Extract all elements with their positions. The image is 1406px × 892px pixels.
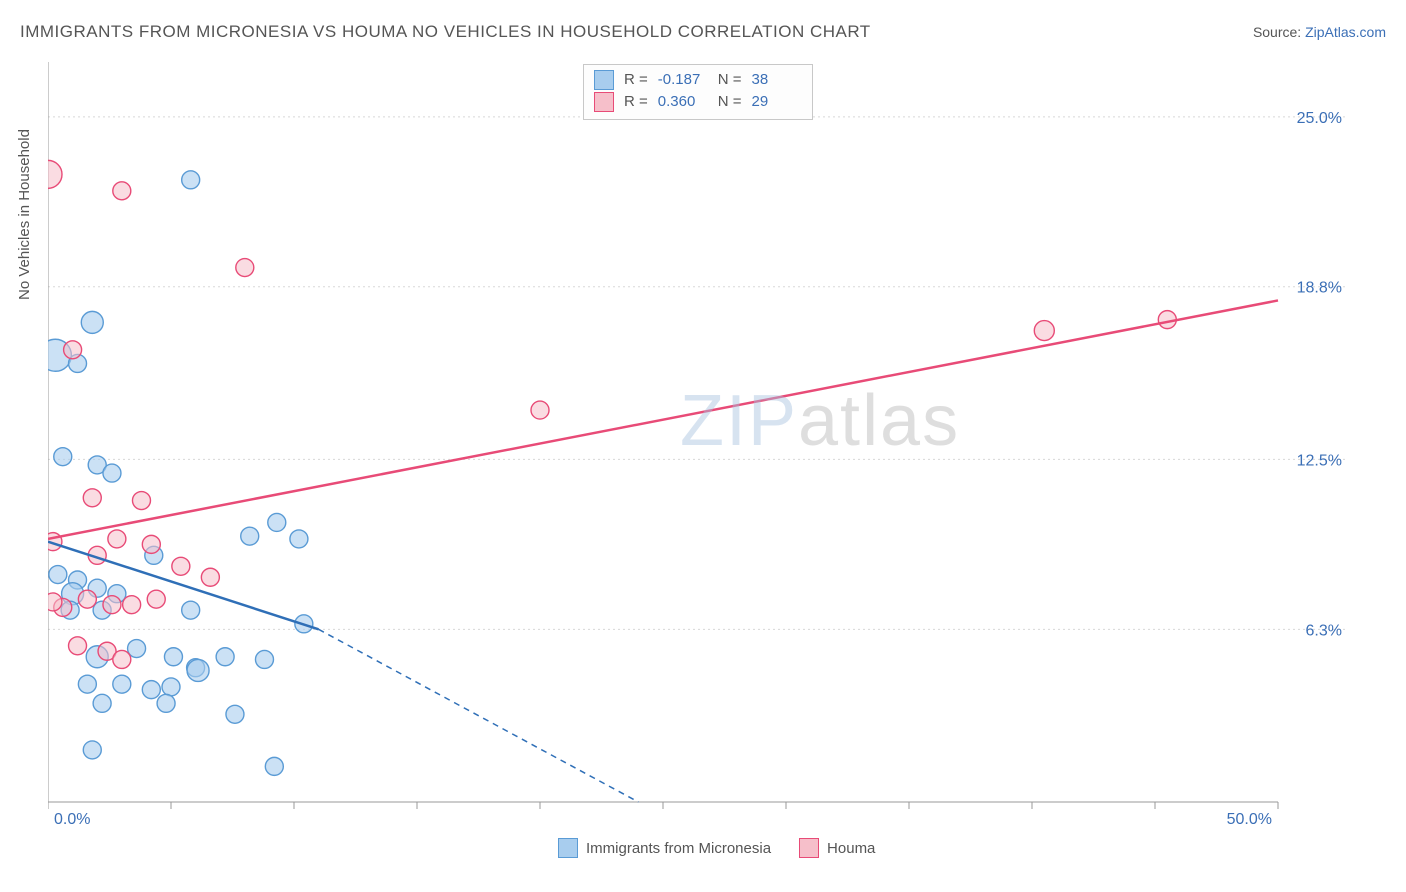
r-label: R = — [624, 91, 648, 113]
chart-area: 6.3% 12.5% 18.8% 25.0% 0.0% 50.0% R = -0.187 N … — [48, 62, 1348, 832]
legend-swatch — [558, 838, 578, 858]
bottom-legend: Immigrants from Micronesia Houma — [558, 838, 875, 858]
y-axis-label: No Vehicles in Household — [16, 129, 33, 300]
legend-label: Immigrants from Micronesia — [586, 840, 771, 857]
source-prefix: Source: — [1253, 24, 1305, 40]
svg-text:0.0%: 0.0% — [54, 811, 90, 828]
source-label: Source: ZipAtlas.com — [1253, 24, 1386, 40]
source-link[interactable]: ZipAtlas.com — [1305, 24, 1386, 40]
n-value: 29 — [752, 91, 802, 113]
legend-swatch — [799, 838, 819, 858]
correlation-stats-box: R = -0.187 N = 38 R = 0.360 N = 29 — [583, 64, 813, 120]
svg-text:25.0%: 25.0% — [1297, 110, 1342, 127]
legend-label: Houma — [827, 840, 875, 857]
series-swatch — [594, 70, 614, 90]
r-value: 0.360 — [658, 91, 708, 113]
series-swatch — [594, 92, 614, 112]
svg-text:18.8%: 18.8% — [1297, 280, 1342, 297]
r-value: -0.187 — [658, 69, 708, 91]
legend-item: Immigrants from Micronesia — [558, 838, 771, 858]
legend-item: Houma — [799, 838, 875, 858]
stats-row: R = -0.187 N = 38 — [594, 69, 802, 91]
scatter-plot: 6.3% 12.5% 18.8% 25.0% 0.0% 50.0% — [48, 62, 1348, 832]
page-title: IMMIGRANTS FROM MICRONESIA VS HOUMA NO V… — [20, 22, 871, 42]
r-label: R = — [624, 69, 648, 91]
svg-text:6.3%: 6.3% — [1306, 622, 1342, 639]
n-value: 38 — [752, 69, 802, 91]
svg-text:50.0%: 50.0% — [1227, 811, 1272, 828]
svg-text:12.5%: 12.5% — [1297, 452, 1342, 469]
n-label: N = — [718, 91, 742, 113]
n-label: N = — [718, 69, 742, 91]
stats-row: R = 0.360 N = 29 — [594, 91, 802, 113]
